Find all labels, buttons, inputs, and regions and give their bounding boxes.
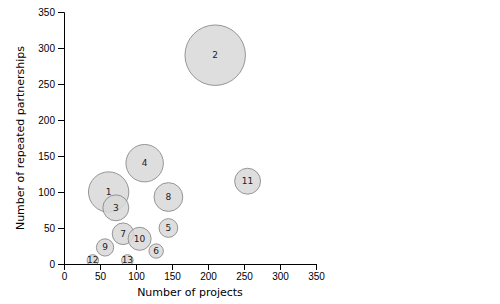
x-tick-label: 350 (308, 271, 325, 282)
bubble-label: 5 (166, 223, 172, 233)
y-tick-mark (58, 192, 64, 193)
x-tick-label: 150 (164, 271, 181, 282)
x-axis-line (65, 265, 317, 271)
x-tick: 150 (164, 264, 181, 282)
y-tick-label: 50 (44, 223, 56, 234)
x-axis: 0 50 100 150 200 250 300 350 (62, 264, 326, 282)
x-tick-label: 300 (272, 271, 289, 282)
bubble (126, 144, 163, 181)
y-tick-mark (58, 48, 64, 49)
x-tick: 0 (62, 264, 68, 282)
y-tick: 200 (38, 115, 64, 126)
x-axis-title: Number of projects (137, 286, 243, 299)
plot: 0 50 100 150 200 250 300 350 0 50 100 150 200 250 300 3… (14, 7, 325, 299)
bubble (159, 219, 178, 238)
bubble (149, 244, 163, 258)
y-tick-label: 0 (49, 259, 55, 270)
y-axis-title: Number of repeated partnerships (14, 46, 27, 230)
y-tick-mark (58, 228, 64, 229)
x-tick-label: 50 (95, 271, 107, 282)
y-tick-mark (58, 264, 64, 265)
chart: 0 50 100 150 200 250 300 350 0 50 100 150 200 250 300 3… (0, 0, 500, 304)
x-tick: 300 (272, 264, 289, 282)
x-tick-mark (208, 264, 209, 270)
bubble (128, 227, 151, 250)
x-tick-mark (244, 264, 245, 270)
x-tick-label: 100 (128, 271, 145, 282)
y-tick: 0 (49, 259, 64, 270)
bubble (96, 239, 113, 256)
y-tick-label: 350 (38, 7, 55, 18)
bubble (185, 25, 245, 85)
bubble-label: 1 (106, 187, 112, 197)
y-tick-mark (58, 84, 64, 85)
y-axis-line (58, 13, 65, 265)
bubble-label: 9 (102, 242, 108, 252)
y-tick: 300 (38, 43, 64, 54)
y-tick-label: 300 (38, 43, 55, 54)
y-axis: 0 50 100 150 200 250 300 350 (38, 7, 64, 270)
y-tick-label: 100 (38, 187, 55, 198)
y-tick: 50 (44, 223, 64, 234)
bubble-label: 4 (142, 158, 148, 168)
x-tick: 250 (236, 264, 253, 282)
bubble-label: 3 (113, 203, 119, 213)
y-tick: 250 (38, 79, 64, 90)
bubble-label: 7 (120, 229, 126, 239)
y-tick-mark (58, 120, 64, 121)
x-tick-label: 200 (200, 271, 217, 282)
bubble-label: 11 (242, 176, 253, 186)
bubble-label: 13 (122, 255, 133, 265)
bubble-labels: 12345678910111213 (87, 50, 253, 265)
x-tick: 350 (308, 264, 325, 282)
x-tick-mark (316, 264, 317, 270)
x-tick: 200 (200, 264, 217, 282)
y-tick: 150 (38, 151, 64, 162)
x-tick-mark (172, 264, 173, 270)
bubble (235, 168, 261, 194)
y-tick-label: 200 (38, 115, 55, 126)
bubble-label: 2 (212, 50, 218, 60)
bubble-label: 12 (87, 255, 98, 265)
bubble (87, 255, 99, 264)
x-tick-mark (280, 264, 281, 270)
y-tick: 100 (38, 187, 64, 198)
y-tick-label: 250 (38, 79, 55, 90)
bubble-label: 10 (134, 234, 146, 244)
bubbles (87, 25, 261, 264)
bubble (154, 183, 183, 212)
x-tick: 100 (128, 264, 145, 282)
x-tick-mark (136, 264, 137, 270)
x-tick-label: 0 (62, 271, 68, 282)
y-tick: 350 (38, 7, 64, 18)
y-tick-mark (58, 12, 64, 13)
bubble (122, 255, 134, 264)
x-tick-mark (100, 264, 101, 270)
y-tick-label: 150 (38, 151, 55, 162)
x-tick-label: 250 (236, 271, 253, 282)
bubble-label: 6 (153, 246, 159, 256)
y-tick-mark (58, 156, 64, 157)
bubble-label: 8 (166, 192, 172, 202)
x-tick: 50 (95, 264, 107, 282)
bubble (103, 195, 129, 221)
